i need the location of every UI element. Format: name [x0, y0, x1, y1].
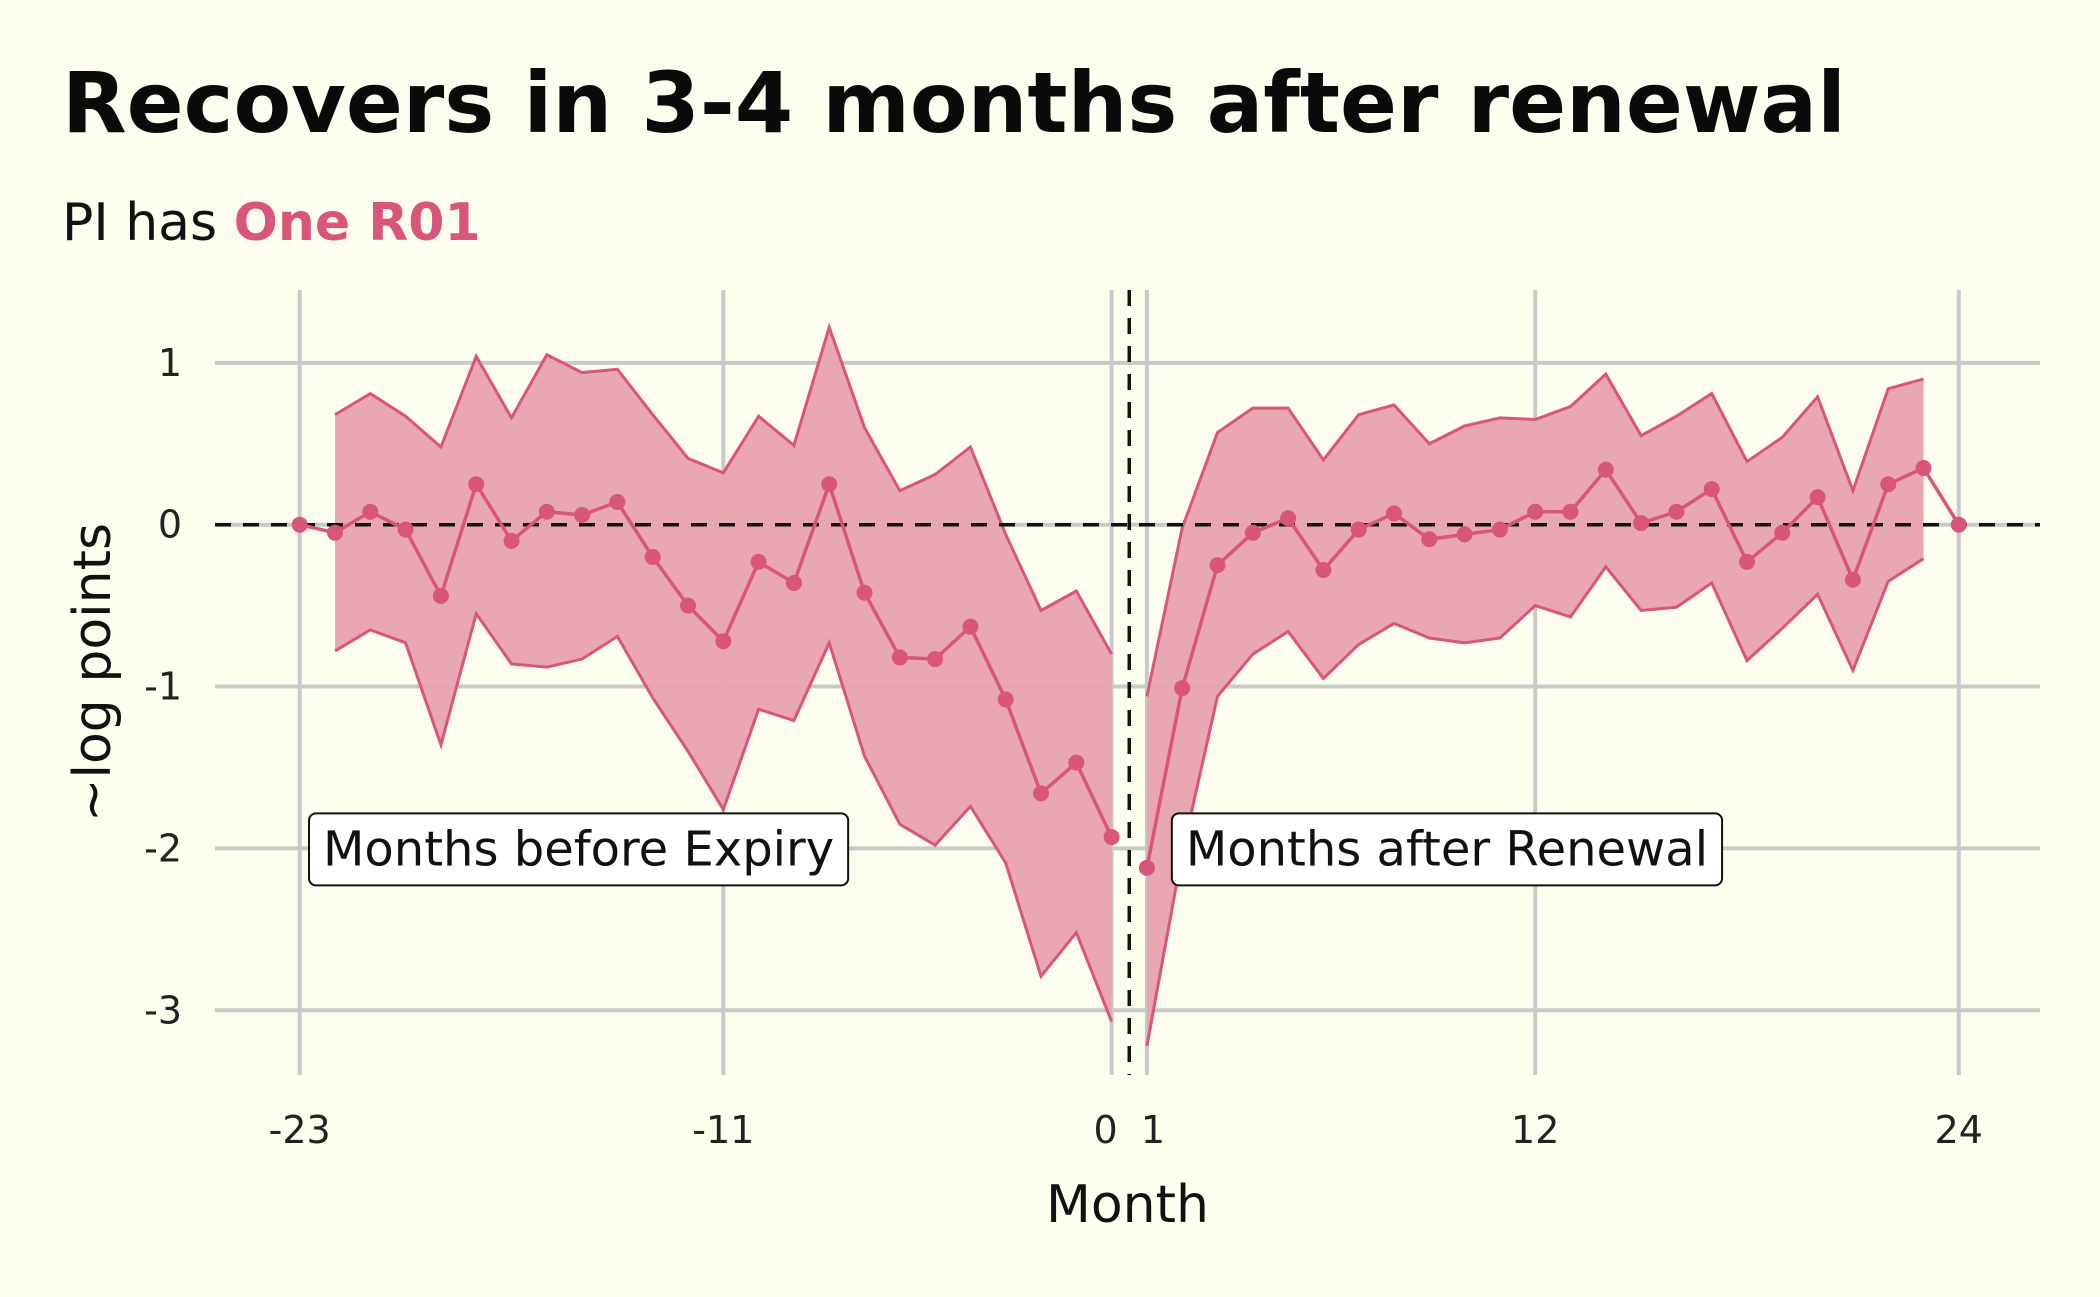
x-tick-label: -23 — [269, 1108, 331, 1152]
y-tick-label: -1 — [144, 665, 182, 709]
data-point — [1633, 515, 1650, 532]
lower-bound-line-before — [334, 610, 1114, 1023]
data-point — [1950, 516, 1967, 533]
lower-bound-line-after — [1145, 557, 1925, 1047]
chart-subtitle: PI has One R01 — [62, 193, 481, 253]
annotation-months-before-expiry: Months before Expiry — [308, 812, 850, 887]
data-point — [962, 618, 979, 635]
data-point — [1244, 524, 1261, 541]
data-point — [1421, 531, 1438, 548]
upper-bound-line-after — [1145, 371, 1924, 697]
data-point — [432, 587, 449, 604]
data-point — [574, 506, 591, 523]
data-point — [1880, 476, 1897, 493]
data-point — [397, 521, 414, 538]
y-tick-label: 1 — [158, 341, 182, 385]
data-point — [291, 516, 308, 533]
data-point — [1774, 524, 1791, 541]
data-point — [1844, 571, 1861, 588]
data-point — [1527, 503, 1544, 520]
data-point — [680, 597, 697, 614]
annotation-label: Months after Renewal — [1186, 821, 1708, 877]
data-point — [1703, 481, 1720, 498]
series-line-before — [299, 478, 1114, 838]
data-point — [1915, 460, 1932, 477]
data-point — [1668, 503, 1685, 520]
confidence-band-after — [1146, 374, 1924, 1046]
x-tick-label: 24 — [1935, 1108, 1983, 1152]
data-point — [1386, 505, 1403, 522]
data-point — [1315, 562, 1332, 579]
data-point — [1456, 526, 1473, 543]
data-point — [1103, 829, 1120, 846]
chart-title: Recovers in 3-4 months after renewal — [62, 54, 1846, 152]
data-point — [927, 651, 944, 668]
data-point — [503, 532, 520, 549]
upper-bound-line-before — [334, 322, 1113, 655]
data-point — [362, 503, 379, 520]
data-point — [1597, 461, 1614, 478]
data-point — [1280, 510, 1297, 527]
data-point — [750, 553, 767, 570]
data-point — [1209, 557, 1226, 574]
subtitle-highlight: One R01 — [234, 193, 481, 253]
data-point — [468, 476, 485, 493]
data-point — [785, 574, 802, 591]
data-point — [1033, 785, 1050, 802]
data-point — [715, 633, 732, 650]
data-point — [1562, 503, 1579, 520]
annotation-months-after-renewal: Months after Renewal — [1170, 812, 1724, 887]
y-tick-label: 0 — [158, 503, 182, 547]
reference-lines — [215, 290, 2040, 1075]
data-point — [821, 476, 838, 493]
x-tick-label: -11 — [692, 1108, 754, 1152]
annotation-box — [1170, 812, 1724, 887]
data-point — [1739, 553, 1756, 570]
data-point — [1491, 521, 1508, 538]
y-tick-label: -3 — [144, 988, 182, 1032]
series — [291, 460, 1967, 876]
x-tick-label: 12 — [1511, 1108, 1559, 1152]
subtitle-prefix: PI has — [62, 193, 234, 253]
annotation-label: Months before Expiry — [323, 821, 834, 877]
data-point — [856, 584, 873, 601]
x-axis-title: Month — [1046, 1175, 1209, 1235]
confidence-bands — [334, 322, 1925, 1047]
data-point — [891, 649, 908, 666]
x-tick-label: 1 — [1141, 1108, 1165, 1152]
data-point — [327, 524, 344, 541]
x-tick-label: 0 — [1094, 1108, 1118, 1152]
y-axis-title: ~log points — [63, 523, 123, 822]
annotation-box — [308, 812, 850, 887]
data-point — [1138, 859, 1155, 876]
confidence-band-before — [335, 327, 1112, 1022]
data-point — [1068, 754, 1085, 771]
data-point — [1809, 489, 1826, 506]
data-point — [644, 549, 661, 566]
y-tick-label: -2 — [144, 826, 182, 870]
data-point — [1350, 521, 1367, 538]
data-point — [997, 691, 1014, 708]
data-point — [538, 503, 555, 520]
data-point — [1174, 680, 1191, 697]
data-point — [609, 494, 626, 511]
annotations: Months before Expiry Months after Renewal — [308, 812, 1724, 887]
